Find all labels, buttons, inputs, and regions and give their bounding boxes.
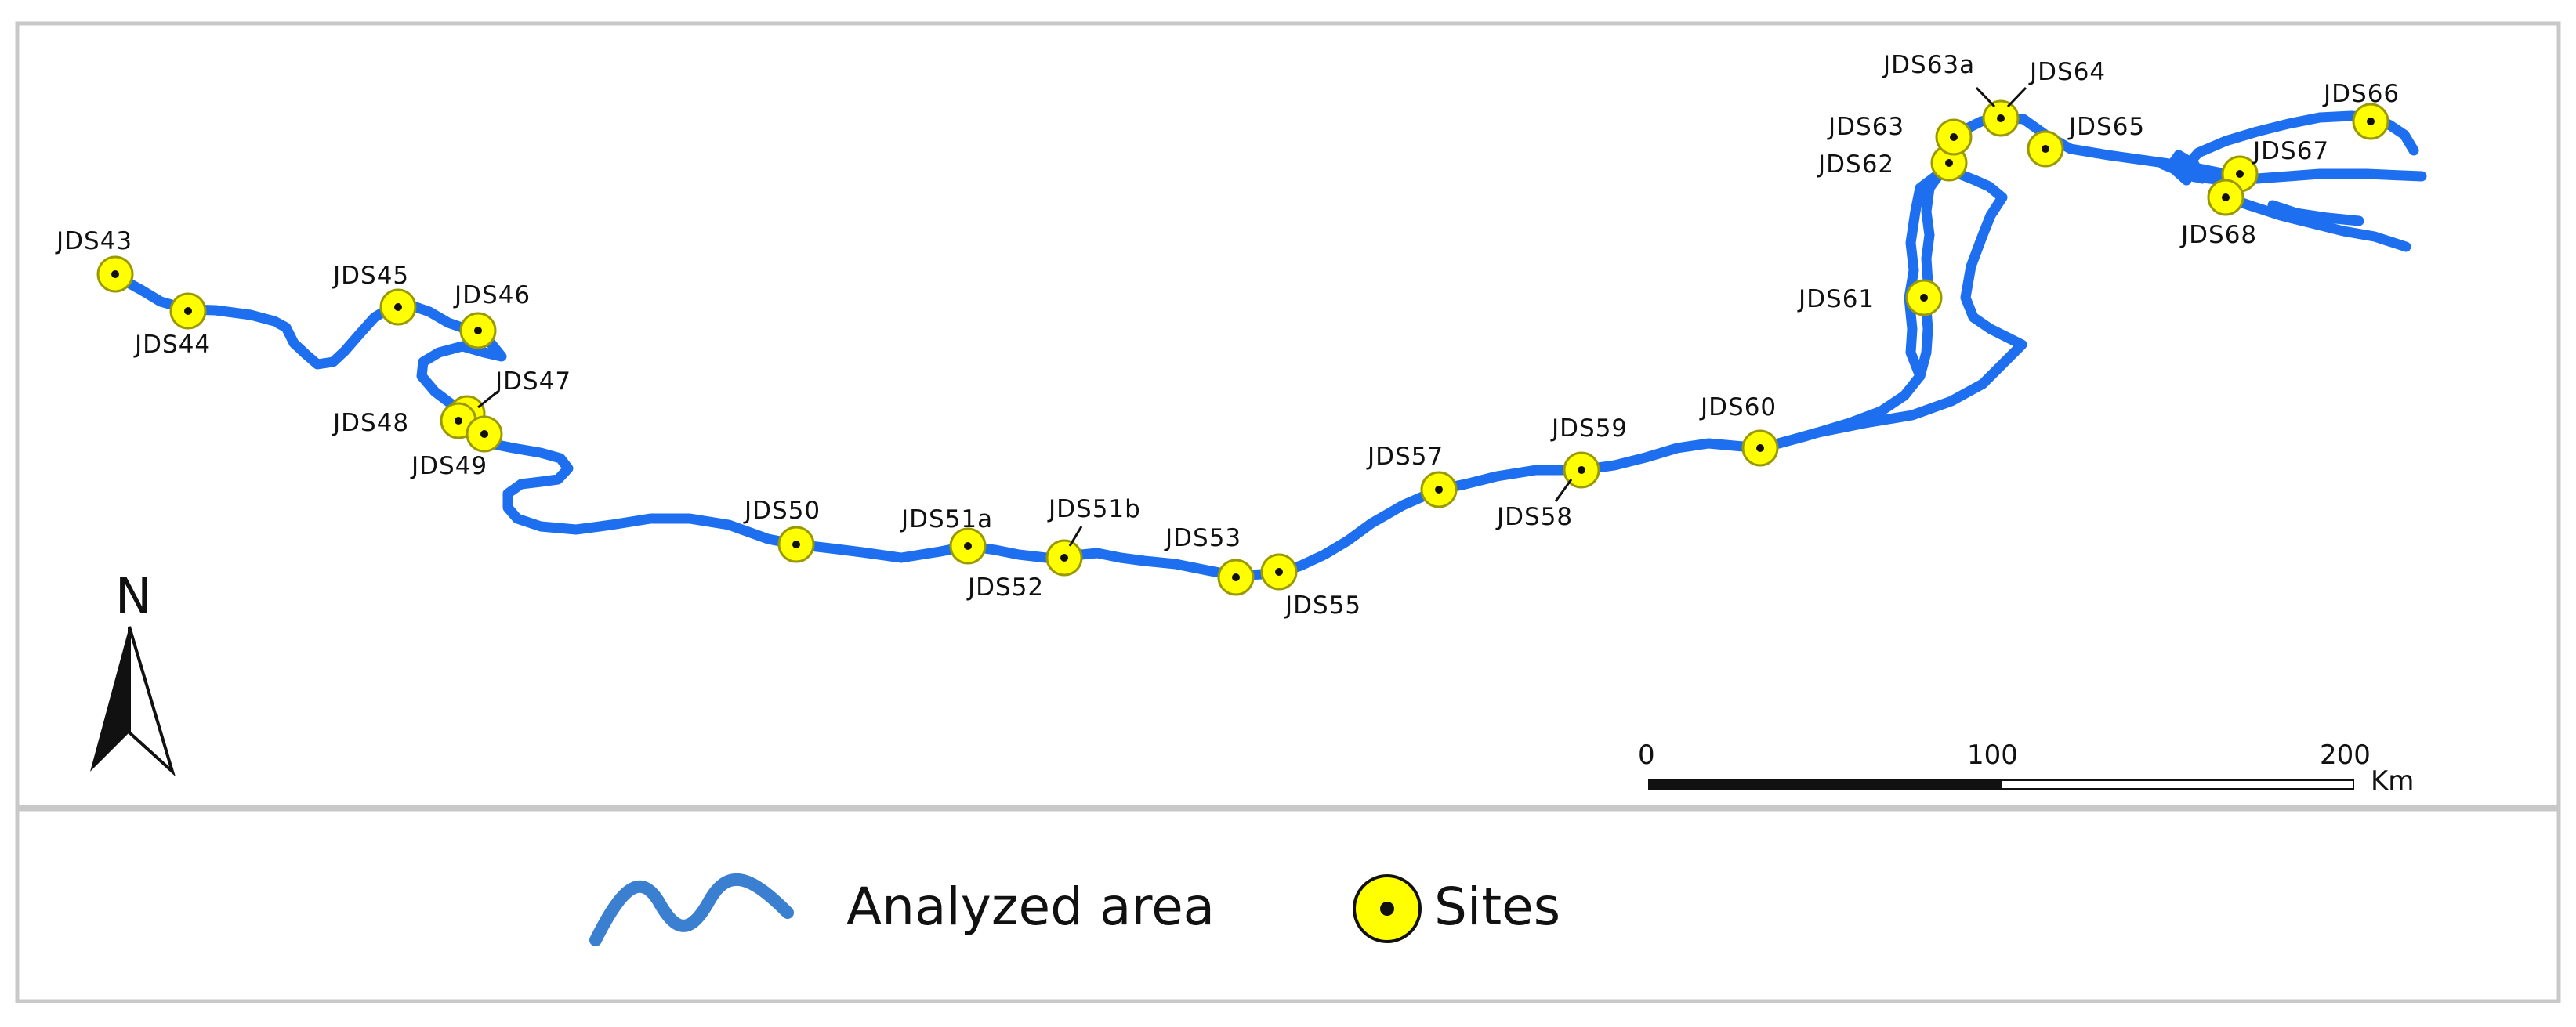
river-southeast-branch — [2212, 189, 2411, 252]
river-braid-west — [1904, 171, 1941, 382]
site-label: JDS50 — [743, 497, 821, 525]
site-label: JDS47 — [494, 367, 571, 396]
site-jds68[interactable]: JDS68 — [2179, 179, 2257, 249]
site-jds55[interactable]: JDS55 — [1260, 553, 1361, 620]
north-arrow: N — [90, 567, 176, 777]
site-label: JDS44 — [133, 331, 211, 359]
site-label: JDS62 — [1817, 150, 1894, 179]
site-label: JDS64 — [2028, 58, 2106, 86]
scale-bar-empty — [2000, 779, 2354, 790]
site-label: JDS58 — [1495, 503, 1573, 531]
site-jds50[interactable]: JDS50 — [743, 497, 821, 563]
site-jds66[interactable]: JDS66 — [2322, 80, 2400, 140]
site-jds61[interactable]: JDS61 — [1797, 279, 1943, 316]
legend-river-symbol — [589, 873, 794, 946]
site-jds63[interactable]: JDS63 — [1827, 113, 1973, 156]
legend-site-marker — [1353, 874, 1422, 943]
site-jds43[interactable]: JDS43 — [55, 227, 134, 293]
site-label: JDS68 — [2179, 221, 2257, 249]
site-jds59[interactable]: JDS59 — [1550, 414, 1628, 489]
river-main-stem — [104, 157, 1949, 581]
scale-bar: 0 100 200 Km — [1638, 740, 2414, 797]
scale-unit: Km — [2371, 765, 2414, 797]
site-jds48[interactable]: JDS48 — [332, 402, 477, 439]
site-label: JDS45 — [332, 262, 409, 290]
river-northeast-branch — [2181, 110, 2419, 172]
legend-analyzed-area-label: Analyzed area — [846, 877, 1215, 937]
site-jds60[interactable]: JDS60 — [1699, 393, 1779, 467]
site-jds64[interactable]: JDS64 — [1982, 58, 2106, 137]
site-label: JDS59 — [1550, 414, 1628, 443]
scale-bar-filled — [1648, 779, 2001, 790]
site-jds57[interactable]: JDS57 — [1366, 443, 1458, 508]
site-label: JDS65 — [2067, 113, 2145, 141]
scale-tick-0: 0 — [1638, 740, 1655, 771]
legend-frame — [15, 807, 2561, 1003]
site-label: JDS52 — [966, 573, 1044, 602]
site-jds65[interactable]: JDS65 — [2027, 113, 2145, 168]
site-jds49[interactable]: JDS49 — [410, 415, 503, 480]
site-markers: JDS43 JDS44 JDS45 JDS46 JDS47 JDS48 JDS4… — [55, 51, 2400, 620]
site-jds52[interactable]: JDS52 — [966, 573, 1044, 602]
site-label: JDS51a — [900, 505, 993, 533]
site-jds51b[interactable]: JDS51b — [1045, 495, 1141, 577]
scale-tick-200: 200 — [2320, 740, 2371, 771]
site-label: JDS67 — [2252, 137, 2329, 165]
site-label: JDS57 — [1366, 443, 1444, 471]
north-label: N — [115, 567, 151, 624]
site-label: JDS49 — [410, 452, 487, 480]
site-label: JDS46 — [453, 281, 531, 309]
site-jds45[interactable]: JDS45 — [332, 262, 417, 326]
site-label: JDS63a — [1882, 51, 1975, 79]
site-label: JDS53 — [1164, 524, 1241, 552]
river-network — [104, 110, 2427, 581]
legend: Analyzed area Sites — [589, 873, 1560, 946]
site-jds44[interactable]: JDS44 — [133, 292, 211, 359]
site-label: JDS60 — [1699, 393, 1777, 421]
site-jds51a[interactable]: JDS51a — [900, 505, 993, 565]
north-arrow-right-half — [128, 626, 176, 777]
site-jds46[interactable]: JDS46 — [453, 281, 531, 349]
site-label: JDS63 — [1827, 113, 1904, 141]
scale-tick-100: 100 — [1967, 740, 2018, 771]
site-jds53[interactable]: JDS53 — [1164, 524, 1255, 596]
north-arrow-left-half — [90, 627, 129, 772]
legend-sites-label: Sites — [1434, 877, 1560, 937]
site-jds58[interactable]: JDS58 — [1495, 479, 1573, 531]
river-braid-east — [1773, 168, 2027, 449]
site-label: JDS51b — [1047, 495, 1141, 523]
site-label: JDS43 — [55, 227, 132, 255]
river-loop — [2165, 150, 2208, 186]
site-label: JDS48 — [332, 409, 409, 437]
site-label: JDS61 — [1797, 285, 1875, 313]
site-jds63a[interactable]: JDS63a — [1882, 51, 1996, 108]
site-label: JDS55 — [1284, 591, 1361, 620]
river-southeast-branch-2 — [2267, 200, 2364, 226]
site-label: JDS66 — [2322, 80, 2400, 108]
